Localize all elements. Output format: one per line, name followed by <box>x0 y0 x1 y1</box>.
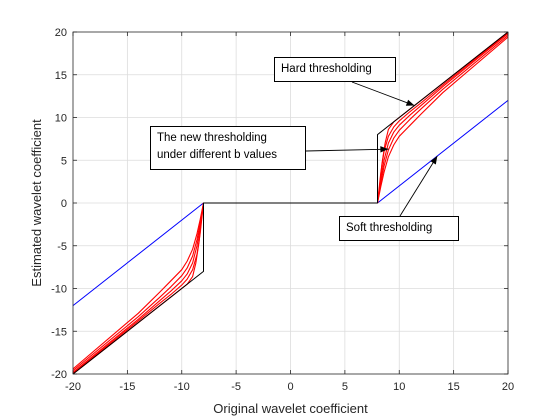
x-tick-label-4: 0 <box>287 381 293 393</box>
arrow-head-2 <box>430 155 438 165</box>
y-tick-label-7: 15 <box>55 70 67 82</box>
ticks: -20 -15 -10 -5 0 5 10 15 20 -20 -15 -10 -5 0 5 10 15 20 <box>51 27 514 393</box>
x-tick-label-8: 20 <box>502 381 514 393</box>
annotation-hard-text: Hard thresholding <box>281 63 372 75</box>
x-tick-label-5: 5 <box>342 381 348 393</box>
series-line-hard-0 <box>72 31 509 375</box>
annotation-hard-thresholding: Hard thresholding <box>274 57 396 82</box>
series-group <box>72 31 509 375</box>
x-tick-label-2: -10 <box>174 381 190 393</box>
x-tick-label-6: 10 <box>393 381 405 393</box>
x-axis-label: Original wavelet coefficient <box>213 401 368 416</box>
annotation-arrows <box>305 81 438 217</box>
x-tick-label-0: -20 <box>65 381 81 393</box>
y-tick-label-4: 0 <box>61 198 67 210</box>
arrow-line-0 <box>351 81 415 106</box>
annotation-new-thresholding: The new thresholding under different b v… <box>150 126 306 170</box>
arrow-line-1 <box>305 148 389 152</box>
y-tick-label-0: -20 <box>51 369 67 381</box>
arrow-head-0 <box>405 99 415 106</box>
y-tick-label-1: -15 <box>51 326 67 338</box>
arrow-head-1 <box>380 146 389 153</box>
y-tick-label-3: -5 <box>57 241 67 253</box>
x-tick-label-7: 15 <box>448 381 460 393</box>
annotation-new-text-line-2: under different b values <box>157 149 277 161</box>
y-tick-label-2: -10 <box>51 284 67 296</box>
y-tick-label-5: 5 <box>61 155 67 167</box>
annotation-new-text-line-1: The new thresholding <box>157 132 267 144</box>
annotation-soft-text: Soft thresholding <box>346 222 433 234</box>
x-tick-label-1: -15 <box>119 381 135 393</box>
annotation-soft-thresholding: Soft thresholding <box>339 216 459 241</box>
y-axis-label: Estimated wavelet coefficient <box>29 119 44 287</box>
x-tick-label-3: -5 <box>231 381 241 393</box>
y-tick-label-6: 10 <box>55 113 67 125</box>
y-tick-label-8: 20 <box>55 27 67 39</box>
arrow-line-2 <box>399 155 438 217</box>
